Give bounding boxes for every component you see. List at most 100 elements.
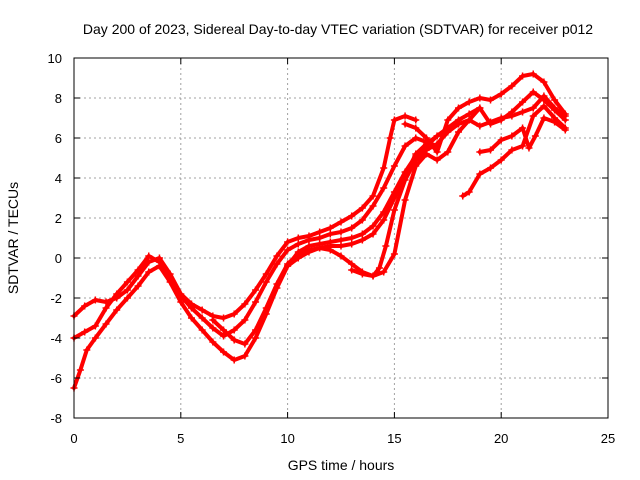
data-point (220, 326, 228, 334)
data-point (305, 236, 313, 244)
data-point (465, 98, 473, 106)
data-point (155, 262, 163, 270)
x-tick-label: 15 (387, 431, 401, 446)
series-line (285, 94, 568, 278)
data-point (465, 188, 473, 196)
data-point (382, 242, 390, 250)
data-point (476, 94, 484, 102)
data-point (465, 116, 473, 124)
data-point (487, 96, 495, 104)
data-point (422, 150, 430, 158)
data-point (134, 266, 142, 274)
data-point (305, 248, 313, 256)
data-point (444, 116, 452, 124)
data-point (529, 70, 537, 78)
data-point (273, 252, 281, 260)
series-track-9 (476, 114, 569, 156)
data-point (401, 142, 409, 150)
data-point (519, 142, 527, 150)
data-point (487, 164, 495, 172)
data-point (145, 252, 153, 260)
data-point (412, 124, 420, 132)
chart-title: Day 200 of 2023, Sidereal Day-to-day VTE… (83, 21, 593, 37)
data-point (262, 270, 270, 278)
data-point (187, 304, 195, 312)
y-tick-label: 8 (55, 91, 62, 106)
data-point (561, 116, 569, 124)
data-point (83, 346, 91, 354)
data-point (220, 348, 228, 356)
x-tick-label: 10 (280, 431, 294, 446)
data-point (230, 310, 238, 318)
data-point (145, 268, 153, 276)
data-point (369, 222, 377, 230)
data-point (241, 316, 249, 324)
data-point (252, 326, 260, 334)
data-point (102, 304, 110, 312)
data-point (198, 314, 206, 322)
data-point (166, 278, 174, 286)
data-point (187, 314, 195, 322)
data-point (433, 156, 441, 164)
data-point (476, 170, 484, 178)
data-point (561, 126, 569, 134)
data-point (386, 134, 394, 142)
data-point (358, 216, 366, 224)
data-point (390, 250, 398, 258)
data-point (316, 234, 324, 242)
data-point (465, 110, 473, 118)
data-point (123, 286, 131, 294)
y-tick-label: 6 (55, 131, 62, 146)
data-point (540, 102, 548, 110)
data-point (294, 240, 302, 248)
y-tick-label: -8 (50, 411, 62, 426)
y-tick-label: 10 (48, 51, 62, 66)
data-point (375, 264, 383, 272)
y-tick-label: 2 (55, 211, 62, 226)
data-point (337, 242, 345, 250)
data-point (551, 106, 559, 114)
data-point (531, 132, 539, 140)
y-tick-label: 4 (55, 171, 62, 186)
data-point (380, 216, 388, 224)
data-point (561, 110, 569, 118)
data-point (209, 324, 217, 332)
data-point (91, 296, 99, 304)
data-point (519, 72, 527, 80)
data-point (412, 150, 420, 158)
data-point (454, 104, 462, 112)
data-point (454, 128, 462, 136)
data-point (294, 234, 302, 242)
data-point (348, 212, 356, 220)
data-point (209, 316, 217, 324)
x-tick-label: 20 (494, 431, 508, 446)
data-point (497, 156, 505, 164)
data-point (476, 122, 484, 130)
data-point (369, 272, 377, 280)
data-point (508, 146, 516, 154)
data-point (433, 132, 441, 140)
data-point (487, 146, 495, 154)
data-point (326, 230, 334, 238)
data-point (220, 314, 228, 322)
data-point (230, 336, 238, 344)
data-point (252, 298, 260, 306)
data-point (540, 96, 548, 104)
data-point (81, 302, 89, 310)
data-point (412, 156, 420, 164)
data-point (358, 230, 366, 238)
data-point (209, 338, 217, 346)
plot-frame (73, 57, 609, 419)
data-point (497, 136, 505, 144)
data-point (91, 322, 99, 330)
data-point (369, 202, 377, 210)
data-point (284, 246, 292, 254)
data-point (369, 230, 377, 238)
series-track-7 (401, 70, 569, 156)
data-point (134, 282, 142, 290)
data-point (380, 268, 388, 276)
series-line (477, 116, 568, 154)
series-track-1 (70, 112, 420, 322)
data-point (241, 300, 249, 308)
data-point (198, 326, 206, 334)
